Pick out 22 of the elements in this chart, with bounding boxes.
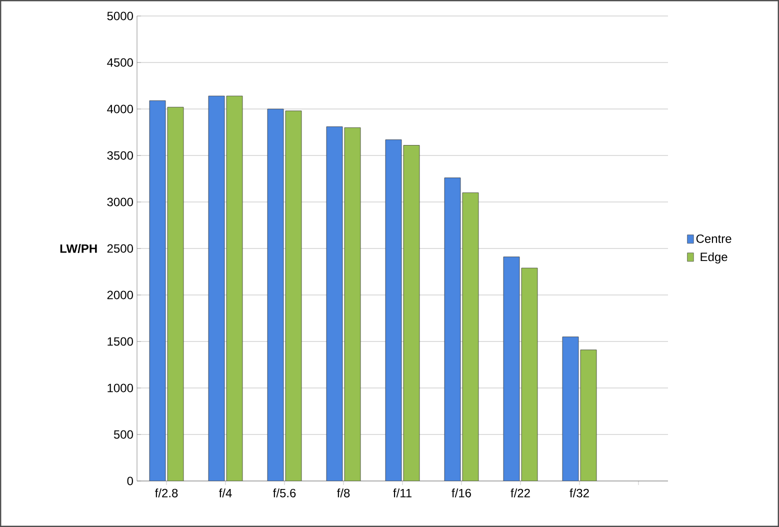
y-tick-label: 3000 bbox=[107, 198, 134, 206]
x-tick-label: f/8 bbox=[337, 488, 350, 498]
x-tick-label: f/2.8 bbox=[155, 488, 178, 498]
y-axis-title: LW/PH bbox=[60, 244, 97, 253]
x-tick-label: f/22 bbox=[510, 488, 530, 498]
y-tick-label: 1500 bbox=[108, 337, 134, 346]
x-tick-label: f/11 bbox=[393, 488, 412, 498]
y-tick-label: 3500 bbox=[107, 151, 134, 160]
y-tick-label: 1000 bbox=[108, 384, 134, 392]
y-tick-label: 2000 bbox=[107, 290, 134, 300]
legend-label: Edge bbox=[700, 252, 728, 264]
y-tick-label: 5000 bbox=[107, 12, 134, 20]
y-tick-label: 0 bbox=[127, 476, 134, 486]
x-tick-label: f/32 bbox=[570, 488, 589, 498]
x-tick-label: f/4 bbox=[219, 488, 232, 498]
x-tick-label: f/5.6 bbox=[273, 488, 296, 498]
y-tick-label: 4000 bbox=[107, 104, 134, 114]
y-tick-label: 4500 bbox=[107, 58, 134, 67]
legend-label: Centre bbox=[696, 234, 732, 243]
y-tick-label: 2500 bbox=[107, 244, 134, 253]
x-tick-label: f/16 bbox=[452, 488, 471, 498]
y-tick-label: 500 bbox=[114, 430, 134, 439]
